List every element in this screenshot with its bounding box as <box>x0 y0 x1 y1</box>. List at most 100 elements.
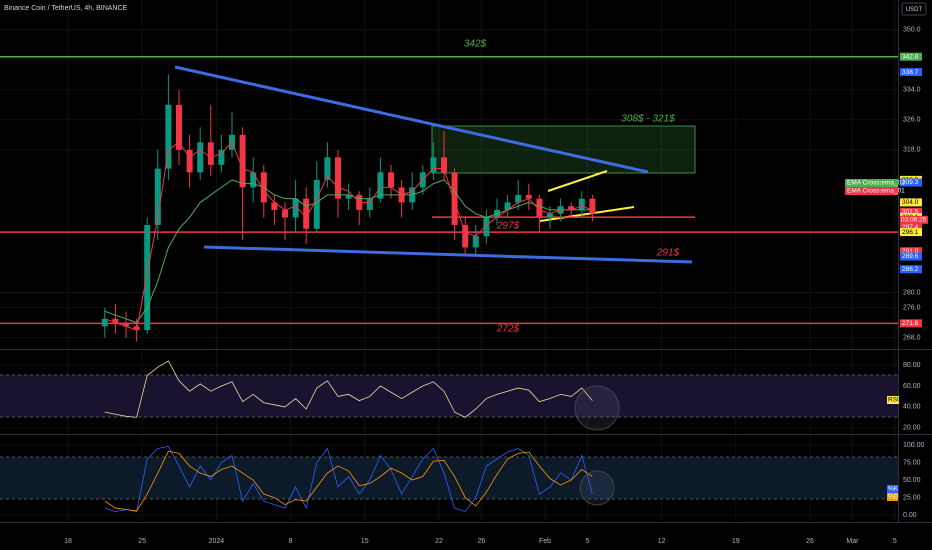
currency-button[interactable] <box>901 2 927 16</box>
rsi-line <box>104 360 593 418</box>
x-tick-label: 22 <box>435 538 443 545</box>
trendline-lower <box>203 245 693 264</box>
stoch-line <box>104 445 593 513</box>
y-tick-label: 334.0 <box>903 87 921 94</box>
legend-label: EMA Cross:ema_01 <box>847 188 905 195</box>
currency-label[interactable]: USDT <box>906 7 923 13</box>
candle-body <box>250 172 257 188</box>
wedge-upper <box>547 170 608 192</box>
candle-body <box>472 236 479 248</box>
y-tick-label: 80.00 <box>903 362 921 369</box>
price-tag <box>900 207 922 216</box>
candle-body <box>101 318 108 327</box>
annotation: 342$ <box>464 39 487 50</box>
x-tick-label: 2024 <box>209 538 225 545</box>
candle-body <box>303 198 310 229</box>
y-tick-label: 318.0 <box>903 147 921 154</box>
candle-body <box>154 168 161 225</box>
indicator-label: %K <box>888 486 899 493</box>
price-tag <box>900 228 922 237</box>
x-tick-label: 8 <box>289 538 293 545</box>
y-tick-label: 0.00 <box>903 512 917 519</box>
price-tag-label: 289.6 <box>902 253 919 260</box>
candle-body <box>430 157 437 173</box>
legend-tag <box>845 179 898 187</box>
candle-body <box>197 142 204 173</box>
candle-body <box>451 172 458 225</box>
x-tick-label: 15 <box>361 538 369 545</box>
price-tag-label: 342.8 <box>902 53 919 60</box>
x-tick-label: 18 <box>64 538 72 545</box>
candle-body <box>144 224 151 331</box>
candle-body <box>462 224 469 248</box>
trendline-upper <box>174 65 649 174</box>
candle-body <box>218 149 225 165</box>
candle-body <box>186 149 193 173</box>
x-tick-label: Mar <box>846 538 859 545</box>
candle-body <box>536 198 543 218</box>
x-tick-label: 5 <box>585 538 589 545</box>
candle-body <box>366 198 373 210</box>
x-tick-label: 19 <box>732 538 740 545</box>
candle-body <box>112 318 119 323</box>
candle-body <box>176 104 182 150</box>
candle-body <box>441 157 447 173</box>
annotation: 297$ <box>496 221 520 232</box>
candle-body <box>547 213 553 218</box>
price-tag-label: 301.5 <box>902 209 919 216</box>
price-tag-label: 297.4 <box>902 224 919 231</box>
price-tag <box>900 68 922 77</box>
highlight-circle <box>574 385 620 431</box>
countdown: 03:06:25 <box>901 217 927 224</box>
candle-body <box>345 194 352 199</box>
ema-line <box>104 179 593 324</box>
candle-body <box>377 172 384 199</box>
indicator-tag <box>887 485 898 493</box>
stoch-band <box>0 457 898 499</box>
legend-tag <box>845 187 898 195</box>
price-tag <box>900 265 922 274</box>
indicator-label: %D <box>888 494 899 501</box>
highlight-circle <box>579 470 615 506</box>
y-tick-label: 268.0 <box>903 334 921 341</box>
y-tick-label: 280.0 <box>903 289 921 296</box>
y-tick-label: 25.00 <box>903 494 921 501</box>
candle-body <box>165 104 172 169</box>
chart-title: Binance Coin / TetherUS, 4h, BINANCE <box>4 5 128 12</box>
y-tick-label: 75.00 <box>903 459 921 466</box>
annotation: 272$ <box>496 324 520 335</box>
indicator-tag <box>887 493 898 501</box>
y-tick-label: 326.0 <box>903 117 921 124</box>
candle-body <box>313 179 320 229</box>
price-tag-label: 304.0 <box>902 199 919 206</box>
x-tick-label: 12 <box>658 538 666 545</box>
candle-body <box>515 194 522 203</box>
price-tag-label: 296.1 <box>902 229 919 236</box>
wedge-lower <box>539 206 635 222</box>
indicator-label: RSI <box>888 397 899 404</box>
candle-body <box>282 209 288 218</box>
plot <box>101 74 596 513</box>
y-tick-label: 276.0 <box>903 304 921 311</box>
candle-body <box>271 202 278 210</box>
candle-body <box>504 202 511 210</box>
candle-body <box>525 194 532 199</box>
candle-body <box>123 322 129 327</box>
stoch-line <box>104 450 593 512</box>
y-tick-label: 350.0 <box>903 27 921 34</box>
annotation: 308$ - 321$ <box>621 114 675 125</box>
y-tick-label: 50.00 <box>903 477 921 484</box>
price-tag-label: 271.8 <box>902 320 919 327</box>
annotation: 291$ <box>656 248 680 259</box>
candle-body <box>589 198 596 214</box>
countdown-bg <box>900 215 928 224</box>
price-tag <box>900 52 922 61</box>
price-tag-label: 291.0 <box>902 248 919 255</box>
y-tick-label: 40.00 <box>903 404 921 411</box>
price-tag <box>900 178 922 187</box>
candle-body <box>483 217 490 237</box>
y-tick-label: 20.00 <box>903 425 921 432</box>
candle-body <box>335 157 341 199</box>
